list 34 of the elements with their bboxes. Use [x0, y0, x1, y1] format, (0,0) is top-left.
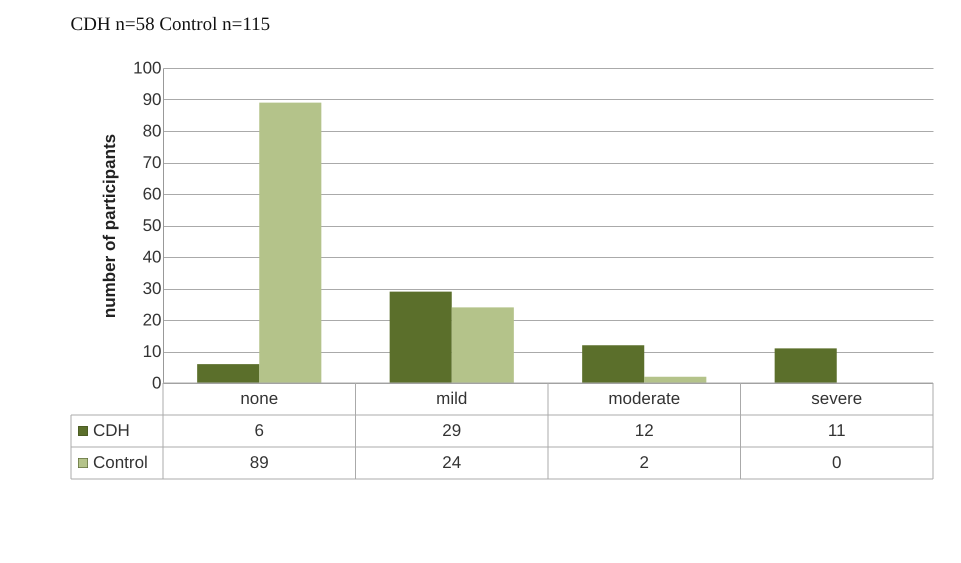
data-label: 24 — [442, 453, 462, 472]
y-tick-label: 100 — [133, 58, 162, 78]
y-tick-label: 50 — [142, 216, 162, 235]
data-label: 29 — [442, 421, 462, 440]
bar — [582, 345, 644, 383]
y-tick-label: 30 — [142, 279, 162, 298]
x-tick-label: none — [240, 389, 278, 408]
data-label: 12 — [634, 421, 654, 440]
bar — [644, 376, 706, 383]
data-label: 2 — [640, 453, 649, 472]
y-axis-title: number of participants — [100, 134, 120, 318]
x-tick-label: severe — [811, 389, 862, 408]
x-tick-label: mild — [436, 389, 468, 408]
bar — [774, 348, 837, 383]
chart-title: CDH n=58 Control n=115 — [70, 14, 270, 35]
y-tick-label: 10 — [142, 342, 162, 361]
data-label: 11 — [828, 421, 846, 440]
y-tick-label: 80 — [142, 122, 162, 140]
bar — [197, 364, 260, 383]
data-label: 89 — [250, 453, 269, 472]
legend-label: Control — [93, 453, 148, 472]
bar — [390, 292, 452, 383]
legend-label: CDH — [93, 421, 130, 440]
y-tick-label: 60 — [142, 184, 162, 204]
y-tick-label: 20 — [142, 310, 162, 330]
y-tick-label: 70 — [142, 153, 162, 172]
y-tick-label: 90 — [142, 90, 162, 109]
data-label: 0 — [832, 453, 842, 472]
x-tick-label: moderate — [608, 389, 680, 408]
y-tick-label: 40 — [142, 248, 162, 266]
y-tick-label: 0 — [152, 374, 162, 392]
bar — [259, 102, 322, 383]
data-label: 6 — [254, 421, 264, 440]
bar — [452, 307, 514, 383]
